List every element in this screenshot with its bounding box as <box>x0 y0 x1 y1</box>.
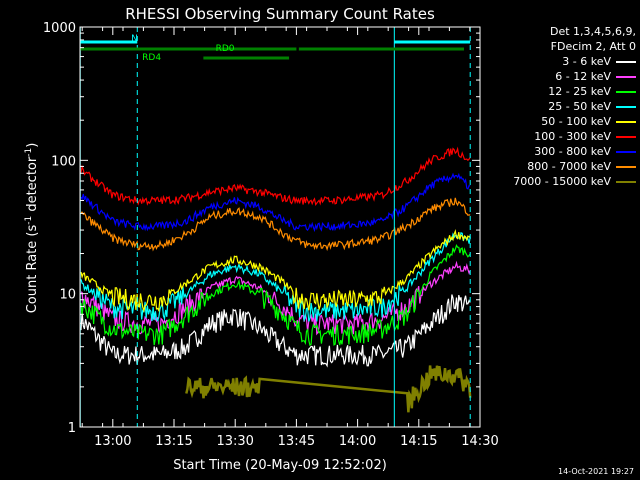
label-n: N <box>131 34 138 44</box>
legend-item: 800 - 7000 keV <box>480 159 636 174</box>
y-tick-label: 100 <box>51 154 76 169</box>
legend-label: 6 - 12 keV <box>555 70 611 83</box>
series-line <box>80 294 471 368</box>
legend-label: 800 - 7000 keV <box>527 160 611 173</box>
legend-item: 50 - 100 keV <box>480 114 636 129</box>
series-line <box>80 197 471 252</box>
legend-swatch <box>616 75 636 78</box>
plot-area: N RD0 RD4 1 10 100 1000 13:00 13:15 13:30 13:45 14:… <box>43 21 499 449</box>
legend-item: 100 - 300 keV <box>480 129 636 144</box>
legend-swatch <box>616 60 636 63</box>
legend: Det 1,3,4,5,6,9, FDecim 2, Att 0 3 - 6 k… <box>480 24 636 189</box>
legend-label: 7000 - 15000 keV <box>513 175 611 188</box>
legend-swatch <box>616 105 636 108</box>
x-tick-label: 14:15 <box>400 434 437 449</box>
x-axis-label: Start Time (20-May-09 12:52:02) <box>173 458 387 473</box>
series-line <box>185 365 472 413</box>
x-tick-label: 13:00 <box>94 434 131 449</box>
legend-item: 6 - 12 keV <box>480 69 636 84</box>
legend-item: 12 - 25 keV <box>480 84 636 99</box>
x-tick-label: 14:00 <box>339 434 376 449</box>
x-tick-label: 13:15 <box>155 434 192 449</box>
legend-item: 300 - 800 keV <box>480 144 636 159</box>
svg-text:Count Rate (s-1 detector-1): Count Rate (s-1 detector-1) <box>24 143 40 314</box>
legend-label: 3 - 6 keV <box>562 55 611 68</box>
legend-label: 300 - 800 keV <box>534 145 611 158</box>
label-rd4: RD4 <box>142 53 161 63</box>
y-tick-label: 10 <box>59 288 76 303</box>
series-line <box>80 172 471 233</box>
y-axis-label: Count Rate (s-1 detector-1) <box>24 143 40 314</box>
legend-swatch <box>616 150 636 153</box>
timestamp: 14-Oct-2021 19:27 <box>558 467 634 476</box>
series-line <box>80 228 471 313</box>
legend-swatch <box>616 180 636 183</box>
legend-item: 3 - 6 keV <box>480 54 636 69</box>
series-line <box>80 243 471 347</box>
series-line <box>80 146 471 207</box>
legend-item: 7000 - 15000 keV <box>480 174 636 189</box>
legend-swatch <box>616 120 636 123</box>
chart-title: RHESSI Observing Summary Count Rates <box>125 5 435 23</box>
legend-label: 12 - 25 keV <box>548 85 611 98</box>
y-tick-label: 1000 <box>43 21 76 36</box>
series-line <box>80 231 471 323</box>
legend-swatch <box>616 90 636 93</box>
legend-swatch <box>616 135 636 138</box>
label-rd0: RD0 <box>216 44 235 54</box>
legend-header-1: Det 1,3,4,5,6,9, <box>549 25 636 38</box>
legend-header-2: FDecim 2, Att 0 <box>550 40 636 53</box>
x-tick-label: 13:30 <box>216 434 253 449</box>
legend-swatch <box>616 165 636 168</box>
legend-label: 50 - 100 keV <box>541 115 611 128</box>
x-tick-label: 14:30 <box>461 434 498 449</box>
legend-label: 100 - 300 keV <box>534 130 611 143</box>
legend-item: 25 - 50 keV <box>480 99 636 114</box>
axes-frame <box>79 26 481 428</box>
series-line <box>80 260 471 336</box>
y-tick-label: 1 <box>68 421 76 436</box>
legend-label: 25 - 50 keV <box>548 100 611 113</box>
x-tick-label: 13:45 <box>278 434 315 449</box>
